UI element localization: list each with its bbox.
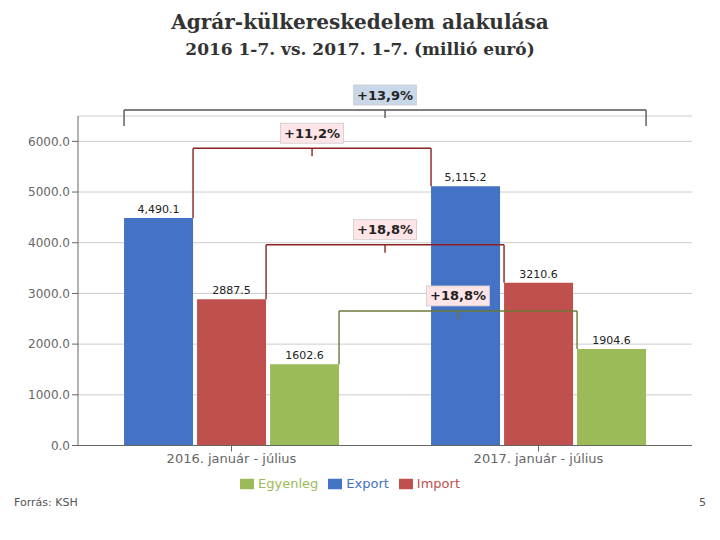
- svg-text:+18,8%: +18,8%: [357, 222, 413, 237]
- svg-text:+11,2%: +11,2%: [284, 126, 340, 141]
- svg-text:4000.0: 4000.0: [28, 236, 70, 250]
- html-text:5: 5: [699, 496, 706, 509]
- svg-text:1904.6: 1904.6: [592, 334, 631, 347]
- svg-text:+13,9%: +13,9%: [357, 88, 413, 103]
- html-text:2016 1-7. vs. 2017. 1-7. (mill: 2016 1-7. vs. 2017. 1-7. (millió euró): [185, 39, 535, 59]
- svg-text:2016. január - július: 2016. január - július: [167, 451, 297, 466]
- svg-text:+18,8%: +18,8%: [430, 288, 486, 303]
- svg-text:1000.0: 1000.0: [28, 388, 70, 402]
- svg-text:3210.6: 3210.6: [519, 268, 558, 281]
- svg-text:3000.0: 3000.0: [28, 287, 70, 301]
- html-text:Egyenleg: Egyenleg: [258, 475, 319, 491]
- svg-text:5000.0: 5000.0: [28, 185, 70, 199]
- svg-text:1602.6: 1602.6: [285, 349, 324, 362]
- html-text:Import: Import: [416, 475, 460, 491]
- svg-text:2887.5: 2887.5: [212, 284, 251, 297]
- svg-text:2000.0: 2000.0: [28, 337, 70, 351]
- svg-text:6000.0: 6000.0: [28, 135, 70, 149]
- svg-text:5,115.2: 5,115.2: [445, 171, 487, 184]
- svg-text:4,490.1: 4,490.1: [138, 203, 180, 216]
- html-text:Forrás: KSH: Forrás: KSH: [14, 496, 78, 509]
- html-text:Agrár-külkereskedelem alakulás: Agrár-külkereskedelem alakulása: [171, 10, 549, 34]
- html-text:Export: Export: [346, 475, 389, 491]
- svg-text:0.0: 0.0: [51, 439, 70, 453]
- svg-text:2017. január - július: 2017. január - július: [474, 451, 604, 466]
